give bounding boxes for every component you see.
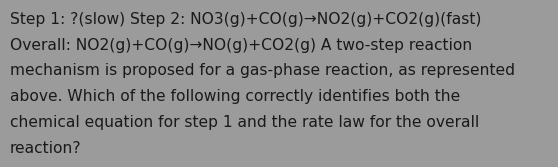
Text: reaction?: reaction? [10,141,81,156]
Text: chemical equation for step 1 and the rate law for the overall: chemical equation for step 1 and the rat… [10,115,479,130]
Text: mechanism is proposed for a gas-phase reaction, as represented: mechanism is proposed for a gas-phase re… [10,63,515,78]
Text: Step 1: ?(slow) Step 2: NO3(g)+CO(g)→NO2(g)+CO2(g)(fast): Step 1: ?(slow) Step 2: NO3(g)+CO(g)→NO2… [10,12,482,27]
Text: Overall: NO2(g)+CO(g)→NO(g)+CO2(g) A two-step reaction: Overall: NO2(g)+CO(g)→NO(g)+CO2(g) A two… [10,38,472,53]
Text: above. Which of the following correctly identifies both the: above. Which of the following correctly … [10,89,460,104]
